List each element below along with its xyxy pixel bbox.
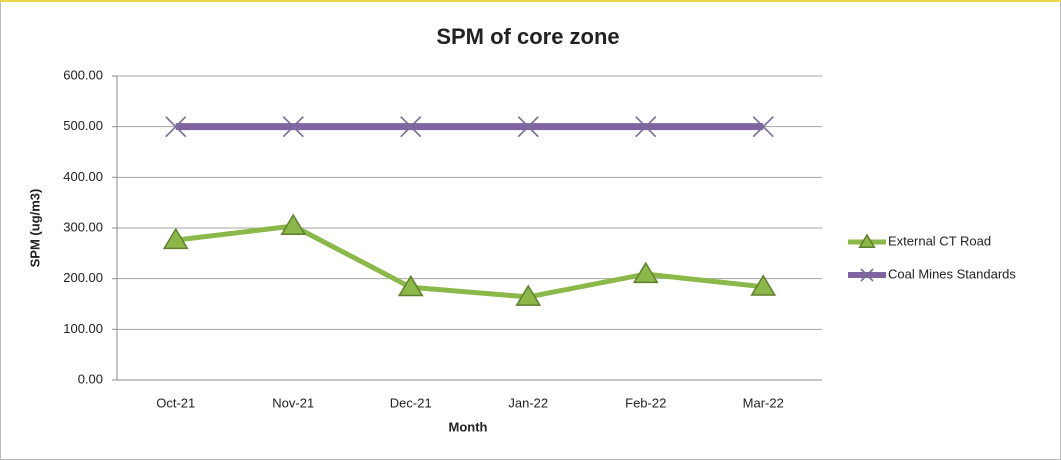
y-tick-label: 100.00 <box>63 321 103 336</box>
x-tick-label: Mar-22 <box>743 395 784 410</box>
y-tick-label: 400.00 <box>63 169 103 184</box>
x-axis-title: Month <box>449 419 488 434</box>
x-tick-label: Nov-21 <box>272 395 314 410</box>
x-tick-label: Jan-22 <box>508 395 548 410</box>
y-tick-label: 0.00 <box>78 371 103 386</box>
marker <box>397 274 424 297</box>
marker <box>165 116 187 138</box>
marker <box>400 116 422 138</box>
marker <box>635 116 657 138</box>
marker <box>752 116 774 138</box>
marker <box>282 116 304 138</box>
y-tick-label: 200.00 <box>63 270 103 285</box>
y-tick-label: 300.00 <box>63 219 103 234</box>
series-line <box>175 223 764 300</box>
marker <box>162 227 189 250</box>
x-tick-label: Oct-21 <box>156 395 195 410</box>
x-tick-label: Feb-22 <box>625 395 666 410</box>
chart-title: SPM of core zone <box>436 24 619 49</box>
marker <box>860 268 874 282</box>
legend-label: External CT Road <box>888 233 991 248</box>
marker <box>515 284 542 306</box>
marker <box>750 274 777 296</box>
marker <box>517 116 539 138</box>
marker <box>858 233 876 248</box>
y-tick-label: 600.00 <box>63 67 103 82</box>
y-axis-title: SPM (ug/m3) <box>27 189 42 268</box>
legend-label: Coal Mines Standards <box>888 266 1016 281</box>
marker <box>632 261 659 284</box>
marker <box>280 213 307 235</box>
y-tick-label: 500.00 <box>63 118 103 133</box>
x-tick-label: Dec-21 <box>390 395 432 410</box>
